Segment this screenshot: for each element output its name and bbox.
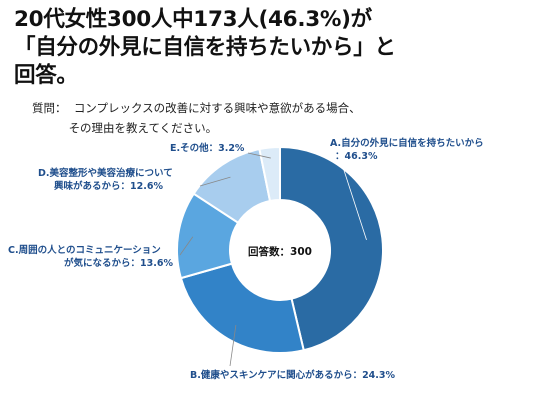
- slice-label: A.自分の外見に自信を持ちたいから：46.3%: [330, 137, 484, 162]
- leader-line: [339, 157, 367, 241]
- donut-slice: [179, 262, 305, 354]
- leader-line: [229, 325, 237, 367]
- survey-question: 質問： コンプレックスの改善に対する興味や意欲がある場合、 その理由を教えてくだ…: [32, 98, 361, 138]
- leader-line: [179, 236, 194, 256]
- question-prefix: 質問：: [32, 101, 67, 115]
- slice-label: B.健康やスキンケアに関心があるから：24.3%: [190, 369, 396, 381]
- leader-lines: [179, 152, 367, 367]
- center-label: 回答数：300: [248, 245, 312, 258]
- leader-line: [247, 152, 271, 159]
- donut-slices: [176, 145, 384, 354]
- question-line-1: コンプレックスの改善に対する興味や意欲がある場合、: [73, 101, 361, 115]
- leader-line: [199, 176, 231, 187]
- donut-slice: [258, 145, 281, 203]
- slice-labels: A.自分の外見に自信を持ちたいから：46.3% B.健康やスキンケアに関心があるか…: [8, 137, 484, 381]
- slice-label: E.その他：3.2%: [170, 142, 245, 154]
- slice-label: D.美容整形や美容治療について興味があるから：12.6%: [38, 167, 173, 192]
- slice-label: C.周囲の人とのコミュニケーションが気になるから：13.6%: [8, 244, 173, 269]
- donut-slice: [279, 145, 384, 352]
- question-line-2: その理由を教えてください。: [68, 121, 218, 135]
- headline: 20代女性300人中173人(46.3%)が 「自分の外見に自信を持ちたいから」…: [14, 7, 396, 88]
